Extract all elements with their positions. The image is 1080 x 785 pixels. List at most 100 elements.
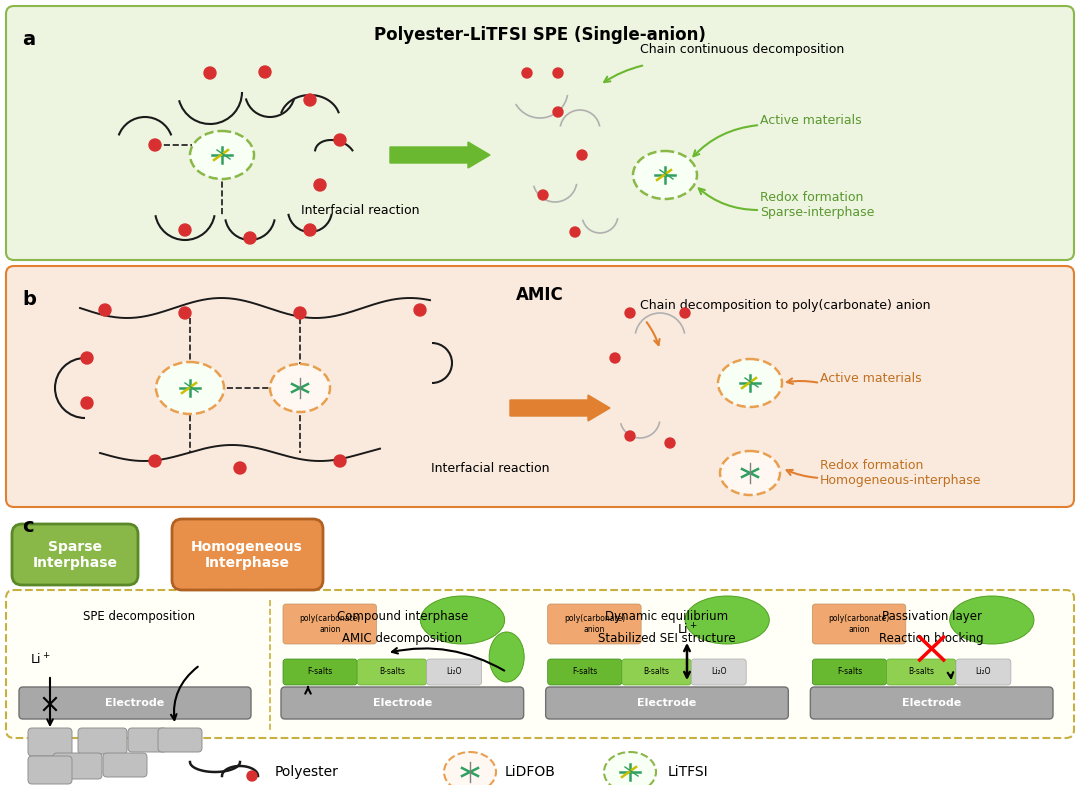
Text: c: c xyxy=(22,517,33,536)
FancyArrow shape xyxy=(390,142,490,168)
Circle shape xyxy=(577,150,588,160)
Text: F-salts: F-salts xyxy=(837,667,862,677)
Text: AMIC decomposition: AMIC decomposition xyxy=(342,632,462,645)
Circle shape xyxy=(179,307,191,319)
FancyBboxPatch shape xyxy=(129,728,172,754)
FancyBboxPatch shape xyxy=(6,6,1074,260)
Circle shape xyxy=(244,232,256,244)
Text: Electrode: Electrode xyxy=(902,698,961,708)
Ellipse shape xyxy=(270,364,330,412)
Text: Redox formation
Homogeneous-interphase: Redox formation Homogeneous-interphase xyxy=(820,459,982,487)
Text: AMIC: AMIC xyxy=(516,286,564,304)
Circle shape xyxy=(334,134,346,146)
FancyArrow shape xyxy=(510,395,610,421)
Text: Interfacial reaction: Interfacial reaction xyxy=(431,462,550,474)
FancyBboxPatch shape xyxy=(548,659,622,685)
Text: Li₂O: Li₂O xyxy=(711,667,727,677)
Text: Electrode: Electrode xyxy=(373,698,432,708)
Text: Li$^+$: Li$^+$ xyxy=(30,652,51,668)
FancyBboxPatch shape xyxy=(28,756,72,784)
Circle shape xyxy=(610,353,620,363)
FancyBboxPatch shape xyxy=(103,753,147,779)
Text: Li₂O: Li₂O xyxy=(446,667,462,677)
Text: SPE decomposition: SPE decomposition xyxy=(83,610,195,623)
Text: F-salts: F-salts xyxy=(572,667,597,677)
Text: Electrode: Electrode xyxy=(637,698,697,708)
Circle shape xyxy=(314,179,326,191)
Text: B-salts: B-salts xyxy=(379,667,405,677)
FancyBboxPatch shape xyxy=(53,753,97,777)
FancyBboxPatch shape xyxy=(812,659,887,685)
Text: LiTFSI: LiTFSI xyxy=(669,765,708,779)
Circle shape xyxy=(570,227,580,237)
Ellipse shape xyxy=(604,752,656,785)
Text: Interfacial reaction: Interfacial reaction xyxy=(300,203,419,217)
Text: Polyester: Polyester xyxy=(275,765,339,779)
Circle shape xyxy=(553,68,563,78)
Circle shape xyxy=(294,307,306,319)
Text: Passivation layer: Passivation layer xyxy=(881,610,982,623)
Circle shape xyxy=(303,94,316,106)
Text: Polyester-LiTFSI SPE (Single-anion): Polyester-LiTFSI SPE (Single-anion) xyxy=(374,26,706,44)
Text: Homogeneous
Interphase: Homogeneous Interphase xyxy=(191,540,302,570)
Ellipse shape xyxy=(633,151,697,199)
Text: a: a xyxy=(22,30,36,49)
Circle shape xyxy=(665,438,675,448)
Text: Active materials: Active materials xyxy=(820,371,921,385)
FancyBboxPatch shape xyxy=(427,659,482,685)
Circle shape xyxy=(414,304,426,316)
FancyBboxPatch shape xyxy=(158,728,197,756)
Text: poly(carbonate)
anion: poly(carbonate) anion xyxy=(828,615,890,633)
Text: Electrode: Electrode xyxy=(106,698,164,708)
FancyBboxPatch shape xyxy=(887,659,956,685)
Text: Dynamic equilibrium: Dynamic equilibrium xyxy=(606,610,729,623)
Circle shape xyxy=(625,308,635,318)
Text: LiDFOB: LiDFOB xyxy=(505,765,556,779)
Circle shape xyxy=(680,308,690,318)
Ellipse shape xyxy=(190,131,254,179)
Text: Li$^+$: Li$^+$ xyxy=(677,623,698,637)
FancyBboxPatch shape xyxy=(548,604,642,644)
FancyBboxPatch shape xyxy=(6,590,1074,738)
Text: Stabilized SEI structure: Stabilized SEI structure xyxy=(598,632,735,645)
Text: b: b xyxy=(22,290,36,309)
Circle shape xyxy=(303,224,316,236)
Text: Active materials: Active materials xyxy=(760,114,862,126)
FancyBboxPatch shape xyxy=(6,266,1074,507)
FancyBboxPatch shape xyxy=(812,604,906,644)
Circle shape xyxy=(81,397,93,409)
FancyBboxPatch shape xyxy=(691,659,746,685)
Text: Redox formation
Sparse-interphase: Redox formation Sparse-interphase xyxy=(760,191,875,219)
Text: poly(carbonate)
anion: poly(carbonate) anion xyxy=(299,615,361,633)
Text: B-salts: B-salts xyxy=(908,667,934,677)
Circle shape xyxy=(234,462,246,474)
Text: F-salts: F-salts xyxy=(308,667,333,677)
Text: Chain continuous decomposition: Chain continuous decomposition xyxy=(640,43,845,57)
Ellipse shape xyxy=(685,596,769,644)
Circle shape xyxy=(625,431,635,441)
FancyBboxPatch shape xyxy=(12,524,138,585)
Circle shape xyxy=(81,352,93,364)
Circle shape xyxy=(149,139,161,151)
FancyBboxPatch shape xyxy=(281,687,524,719)
FancyBboxPatch shape xyxy=(78,728,127,752)
FancyBboxPatch shape xyxy=(283,659,357,685)
FancyBboxPatch shape xyxy=(28,728,67,754)
Ellipse shape xyxy=(444,752,496,785)
Circle shape xyxy=(247,771,257,781)
Ellipse shape xyxy=(720,451,780,495)
Ellipse shape xyxy=(718,359,782,407)
Text: Compound interphase: Compound interphase xyxy=(337,610,468,623)
Ellipse shape xyxy=(420,596,504,644)
Circle shape xyxy=(522,68,532,78)
FancyBboxPatch shape xyxy=(545,687,788,719)
Circle shape xyxy=(149,455,161,467)
FancyBboxPatch shape xyxy=(956,659,1011,685)
Ellipse shape xyxy=(489,632,524,682)
Text: Li₂O: Li₂O xyxy=(975,667,991,677)
Circle shape xyxy=(204,67,216,79)
Circle shape xyxy=(179,224,191,236)
FancyBboxPatch shape xyxy=(622,659,691,685)
Circle shape xyxy=(538,190,548,200)
Text: B-salts: B-salts xyxy=(644,667,670,677)
